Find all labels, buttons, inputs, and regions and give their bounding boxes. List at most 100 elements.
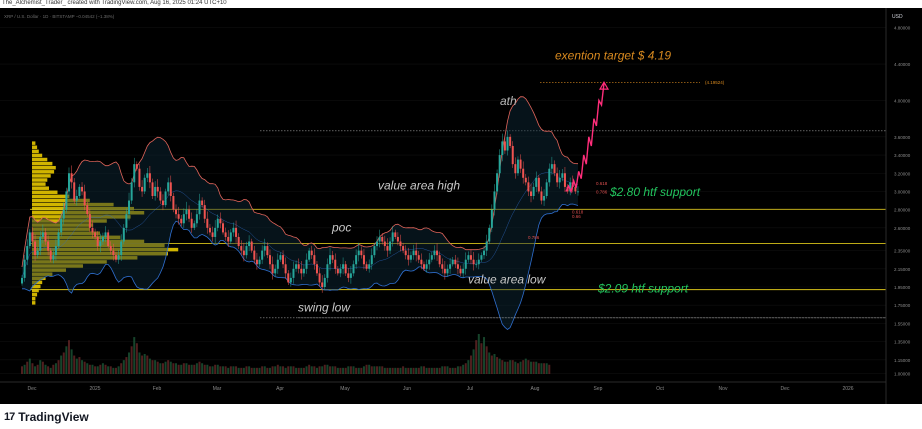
volume-bar: [462, 364, 465, 374]
candle-body: [373, 246, 376, 256]
candle-body: [383, 241, 386, 247]
candle-body: [248, 241, 251, 247]
candle-body: [485, 241, 488, 251]
candle-body: [342, 264, 345, 269]
candle-body: [156, 186, 159, 192]
volume-bar: [389, 367, 392, 374]
volume-bar: [78, 357, 81, 374]
candle-body: [477, 259, 480, 265]
candle-body: [496, 173, 499, 192]
volume-bar: [422, 366, 425, 374]
volume-bar: [224, 366, 227, 374]
candle-body: [352, 264, 355, 274]
volume-bar: [297, 367, 300, 374]
tradingview-brand[interactable]: 17 TradingView: [4, 410, 89, 424]
volume-bar: [535, 361, 538, 374]
candle-body: [412, 250, 415, 256]
candle-body: [462, 268, 465, 274]
candle-body: [104, 232, 107, 237]
volume-bar: [195, 363, 198, 374]
volume-bar: [370, 366, 373, 374]
volume-bar: [292, 366, 295, 374]
candle-body: [193, 223, 196, 228]
volume-bar: [329, 366, 332, 374]
candle-body: [180, 218, 183, 224]
volume-bar: [540, 363, 543, 374]
volume-bar: [232, 366, 235, 374]
candle-body: [344, 264, 347, 274]
volume-bar: [198, 361, 201, 374]
candle-body: [368, 264, 371, 269]
candle-body: [169, 182, 172, 196]
volume-bar: [175, 363, 178, 374]
volume-bar: [21, 366, 23, 374]
volume-bar: [65, 346, 68, 374]
candle-body: [469, 255, 472, 260]
chart-canvas[interactable]: XRP / U.S. Dollar · 1D · BITSTAMP −0.045…: [0, 8, 922, 404]
volume-bar: [151, 360, 154, 374]
volume-bar: [128, 352, 131, 374]
volume-bar: [459, 366, 462, 374]
candle-body: [558, 177, 561, 183]
volume-bar: [318, 366, 321, 374]
volume-profile-bar: [32, 194, 70, 199]
volume-bar: [391, 367, 394, 374]
volume-profile-bar: [32, 186, 49, 190]
volume-bar: [242, 367, 245, 374]
candle-body: [99, 241, 102, 247]
candle-body: [433, 250, 436, 256]
y-tick-label: 2.60000: [894, 226, 911, 231]
candle-body: [553, 164, 556, 174]
volume-bar: [399, 367, 402, 374]
candle-body: [454, 259, 457, 265]
candle-body: [561, 173, 564, 178]
annotation-val: value area low: [468, 272, 547, 286]
volume-bar: [274, 366, 277, 374]
candle-body: [148, 173, 151, 183]
volume-bar: [360, 367, 363, 374]
y-tick-label: 1.15000: [894, 358, 911, 363]
candle-body: [60, 218, 63, 233]
volume-bar: [456, 366, 459, 374]
candle-body: [34, 241, 37, 256]
candle-body: [357, 250, 360, 256]
candle-body: [78, 186, 81, 196]
volume-bar: [47, 366, 50, 374]
price-chart[interactable]: XRP / U.S. Dollar · 1D · BITSTAMP −0.045…: [0, 8, 922, 404]
fib-label: 0.618: [572, 209, 584, 214]
volume-profile-bar: [32, 182, 46, 186]
candle-body: [386, 246, 389, 251]
volume-bar: [169, 361, 172, 374]
candle-body: [70, 173, 73, 183]
candle-body: [490, 209, 493, 228]
volume-bar: [352, 366, 355, 374]
candle-body: [221, 223, 224, 233]
volume-bar: [477, 334, 480, 374]
candle-body: [329, 255, 332, 265]
volume-bar: [412, 367, 415, 374]
candle-body: [498, 155, 501, 174]
time-axis: Dec 2025 Feb Mar Apr May Jun Jul Aug Sep Oct Nov Dec…: [0, 381, 886, 392]
candle-body: [563, 173, 566, 187]
candle-body: [26, 246, 29, 260]
candle-body: [318, 273, 321, 283]
x-tick-label: Dec: [781, 386, 790, 392]
candle-body: [297, 264, 300, 269]
volume-bar: [216, 364, 219, 374]
candle-body: [370, 255, 373, 265]
volume-bar: [509, 360, 512, 374]
candle-body: [161, 200, 164, 206]
annotation-poc: poc: [331, 220, 351, 234]
candle-body: [117, 255, 120, 260]
candle-body: [347, 273, 350, 278]
volume-bar: [519, 361, 522, 374]
candle-body: [73, 182, 76, 201]
volume-bar: [208, 366, 211, 374]
volume-bar: [543, 363, 546, 374]
volume-profile-bar: [32, 219, 107, 223]
candle-body: [282, 255, 285, 265]
volume-bar: [524, 358, 527, 374]
y-tick-label: 4.00000: [894, 98, 911, 103]
candle-body: [295, 264, 298, 269]
candle-body: [229, 232, 232, 242]
